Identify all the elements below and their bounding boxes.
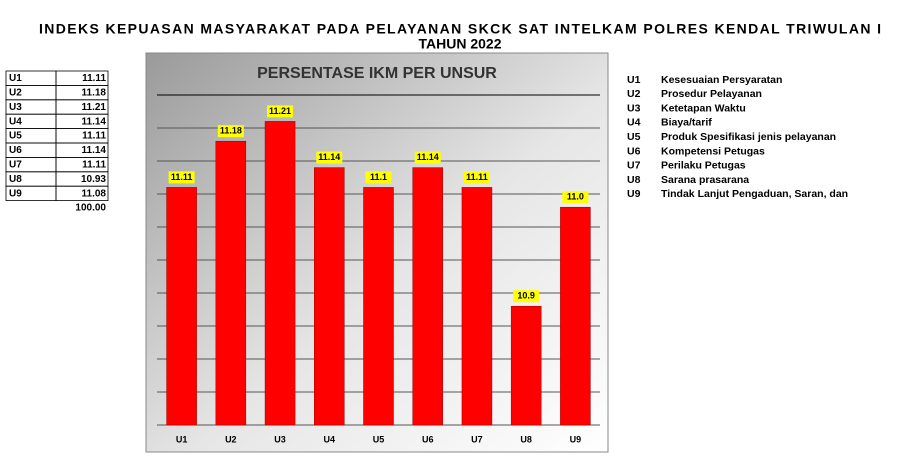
table-value: 11.21: [82, 102, 107, 113]
bar: [363, 187, 394, 426]
value-label-bg: [463, 171, 490, 184]
table-value: 11.18: [82, 88, 107, 99]
x-tick-label: U1: [176, 434, 188, 444]
table-code: U9: [9, 188, 22, 199]
bar: [166, 187, 197, 426]
value-label-bg: [414, 151, 441, 164]
table-code: U7: [9, 160, 22, 171]
bar: [510, 305, 542, 426]
table-code: U8: [9, 174, 22, 185]
value-label-bg: [267, 105, 294, 118]
table-cell: [55, 185, 109, 201]
table-code: U6: [9, 145, 22, 156]
table-code: U4: [9, 116, 22, 127]
table-code: U5: [9, 131, 22, 142]
value-label-bg: [562, 191, 589, 204]
legend-code: U7: [627, 160, 641, 172]
bar: [264, 121, 296, 426]
legend-text: Perilaku Petugas: [661, 160, 746, 172]
legend-text: Tindak Lanjut Pengaduan, Saran, dan: [661, 188, 848, 200]
legend-text: Kompetensi Petugas: [661, 145, 765, 157]
value-label: 10.9: [517, 291, 535, 301]
legend-code: U5: [627, 131, 641, 143]
legend-text: Prosedur Pelayanan: [661, 88, 762, 100]
value-label-bg: [217, 125, 244, 138]
value-label: 11.14: [417, 152, 439, 162]
legend-text: Produk Spesifikasi jenis pelayanan: [661, 131, 836, 143]
value-label: 11.11: [171, 172, 193, 182]
value-label: 11.0: [567, 192, 584, 202]
value-label-bg: [316, 151, 343, 164]
chart-title: PERSENTASE IKM PER UNSUR: [257, 65, 497, 82]
x-tick-label: U7: [471, 434, 483, 444]
legend-text: Biaya/tarif: [661, 117, 712, 129]
value-label: 11.18: [220, 126, 242, 136]
x-tick-label: U3: [274, 434, 286, 444]
table-value: 11.08: [82, 188, 107, 199]
table-code: U3: [9, 102, 22, 113]
bar: [461, 187, 493, 426]
table-total: 100.00: [75, 203, 106, 214]
title: TAHUN 2022: [419, 36, 502, 52]
value-label-bg: [168, 171, 195, 184]
title: INDEKS KEPUASAN MASYARAKAT PADA PELAYANA…: [39, 21, 881, 37]
bar: [560, 206, 591, 426]
table-value: 11.14: [82, 145, 107, 156]
legend-text: Ketetapan Waktu: [661, 102, 746, 114]
x-tick-label: U9: [570, 434, 582, 444]
table-value: 11.11: [82, 131, 106, 142]
value-label-bg: [513, 290, 540, 303]
legend-code: U1: [627, 74, 641, 86]
value-label: 11.1: [370, 172, 387, 182]
legend-text: Kesesuaian Persyaratan: [661, 74, 782, 86]
value-label-bg: [365, 171, 392, 184]
bar: [314, 167, 345, 426]
table-value: 10.93: [81, 174, 106, 185]
value-label: 11.14: [318, 152, 340, 162]
table-code: U2: [9, 88, 22, 99]
x-tick-label: U4: [324, 434, 336, 444]
legend-code: U4: [627, 117, 641, 129]
value-label: 11.21: [269, 106, 291, 116]
table-value: 11.11: [82, 73, 106, 84]
legend-code: U6: [627, 145, 641, 157]
bar: [412, 167, 443, 426]
table-code: U1: [9, 73, 22, 84]
legend-code: U2: [627, 88, 641, 100]
x-tick-label: U8: [520, 434, 532, 444]
legend-code: U8: [627, 174, 641, 186]
table-value: 11.11: [82, 160, 106, 171]
bar: [215, 140, 247, 426]
value-label: 11.11: [466, 172, 488, 182]
legend-code: U9: [627, 188, 641, 200]
x-tick-label: U5: [373, 434, 385, 444]
x-tick-label: U6: [422, 434, 434, 444]
legend-code: U3: [627, 102, 641, 114]
table-value: 11.14: [82, 116, 107, 127]
x-tick-label: U2: [225, 434, 237, 444]
legend-text: Sarana prasarana: [661, 174, 749, 186]
